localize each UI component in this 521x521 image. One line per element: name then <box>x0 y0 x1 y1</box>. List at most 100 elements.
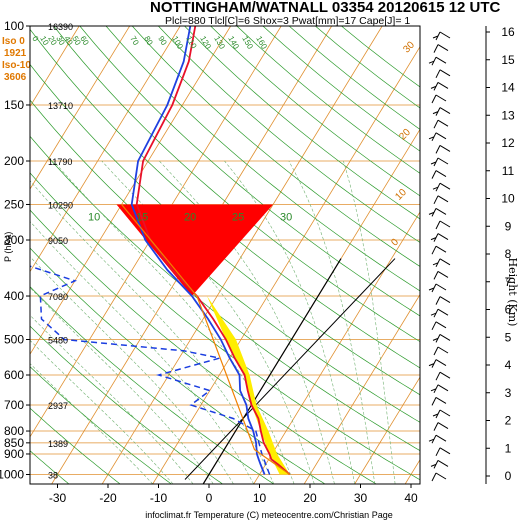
wind-barb <box>430 459 449 469</box>
geopotential-label: 10290 <box>48 200 73 210</box>
mixing-ratio-label: 0 <box>30 35 40 44</box>
dry-adiabat-line <box>184 26 420 220</box>
dry-adiabat-line <box>30 286 274 484</box>
dry-adiabat-line <box>341 26 420 88</box>
mixing-ratio-label: 100 <box>170 35 185 52</box>
moist-adiabat-line <box>30 314 194 484</box>
pressure-tick-label: 850 <box>4 436 24 450</box>
geopotential-label: 11790 <box>48 157 72 167</box>
mixing-ratio-label: 80 <box>142 35 155 48</box>
height-tick-label: 8 <box>505 247 512 261</box>
pressure-tick-label: 400 <box>4 289 24 303</box>
dry-adiabat-line <box>30 135 420 452</box>
wind-barb <box>428 434 447 444</box>
wind-barb <box>430 81 449 91</box>
isotherm-line <box>30 26 282 438</box>
pressure-tick-label: 1000 <box>0 467 24 481</box>
iso10-label: Iso-10 <box>2 60 31 71</box>
wind-barb <box>432 333 451 343</box>
temp-tick-label: 10 <box>253 491 267 505</box>
dry-adiabat-line <box>262 26 420 152</box>
temp-tick-label: 40 <box>404 491 418 505</box>
geopotential-label: 2937 <box>48 401 68 411</box>
pressure-tick-label: 800 <box>4 424 24 438</box>
mixing-ratio-label: 120 <box>198 35 213 52</box>
temp-tick-label: 20 <box>303 491 317 505</box>
wind-barb <box>428 207 447 217</box>
dry-adiabat-label: 20 <box>184 211 196 223</box>
chart-title: NOTTINGHAM/WATNALL 03354 20120615 12 UTC <box>150 0 501 16</box>
geopotential-label: 7080 <box>48 292 68 302</box>
wind-barb <box>435 69 451 79</box>
wind-barb <box>435 144 451 154</box>
temp-tick-label: 30 <box>354 491 368 505</box>
height-tick-label: 2 <box>505 414 512 428</box>
pressure-tick-label: 150 <box>4 98 24 112</box>
dry-adiabat-line <box>30 28 420 369</box>
parcel-line <box>121 204 291 475</box>
wind-barb <box>432 258 451 268</box>
isotherm-label: 30 <box>401 39 417 55</box>
dry-adiabat-line <box>30 366 172 484</box>
mixing-ratio-label: 150 <box>240 35 255 52</box>
pressure-tick-label: 300 <box>4 233 24 247</box>
plot-frame <box>29 25 421 485</box>
wind-barb <box>430 308 449 318</box>
dry-adiabat-label: 25 <box>232 211 244 223</box>
wind-barb <box>428 359 447 368</box>
wind-barb <box>435 296 451 305</box>
temp-tick-label: 0 <box>206 491 213 505</box>
geopotential-label: 38 <box>48 470 58 480</box>
wind-barb <box>433 44 449 53</box>
geopotential-label: 16390 <box>48 22 73 32</box>
temp-tick-label: -10 <box>150 491 168 505</box>
wind-barb <box>433 195 449 205</box>
dry-adiabat-line <box>53 26 420 343</box>
geopotential-label: 5480 <box>48 335 68 345</box>
isotherm-line <box>30 26 131 190</box>
wind-barb <box>433 422 449 431</box>
height-tick-label: 7 <box>505 275 512 289</box>
dry-adiabat-line <box>79 26 420 317</box>
wind-barb <box>432 107 451 116</box>
pressure-tick-label: 500 <box>4 332 24 346</box>
height-tick-label: 10 <box>501 192 515 206</box>
zero-isotherm-line <box>202 258 342 484</box>
dry-adiabat-line <box>30 325 223 484</box>
wind-barb <box>432 31 451 41</box>
height-tick-label: 13 <box>501 108 515 122</box>
moist-adiabat-line <box>30 287 214 484</box>
pressure-tick-label: 200 <box>4 154 24 168</box>
temp-tick-label: -30 <box>49 491 67 505</box>
wind-barb <box>435 371 451 381</box>
pressure-tick-label: 100 <box>4 19 24 33</box>
pressure-tick-label: 600 <box>4 368 24 382</box>
isotherm-label: 20 <box>397 127 413 143</box>
pressure-axis-title: P (hPa) <box>3 232 13 262</box>
reference-line <box>184 258 396 480</box>
height-tick-label: 14 <box>501 81 515 95</box>
pressure-tick-label: 900 <box>4 447 24 461</box>
height-tick-label: 0 <box>505 469 512 483</box>
positive-area-yellow <box>207 296 290 475</box>
wind-barb <box>433 270 449 280</box>
wind-barb <box>430 233 449 242</box>
wind-barb <box>433 346 449 356</box>
wind-barb <box>431 396 447 406</box>
dry-adiabat-line <box>236 26 420 174</box>
label-layer: 1001502002503004005006007008008509001000… <box>0 19 515 505</box>
height-tick-label: 9 <box>505 219 512 233</box>
mixing-ratio-label: 160 <box>254 35 269 52</box>
wind-barb <box>431 94 447 104</box>
dry-adiabat-line <box>30 450 70 484</box>
wind-barb <box>433 119 449 129</box>
dry-adiabat-line <box>30 407 121 484</box>
pressure-tick-label: 700 <box>4 398 24 412</box>
dry-adiabat-label: 10 <box>88 211 100 223</box>
wind-barb <box>435 220 451 230</box>
moist-adiabat-line <box>159 160 335 484</box>
height-tick-label: 12 <box>501 136 515 150</box>
wind-barb <box>428 56 447 66</box>
height-tick-label: 1 <box>505 441 512 455</box>
